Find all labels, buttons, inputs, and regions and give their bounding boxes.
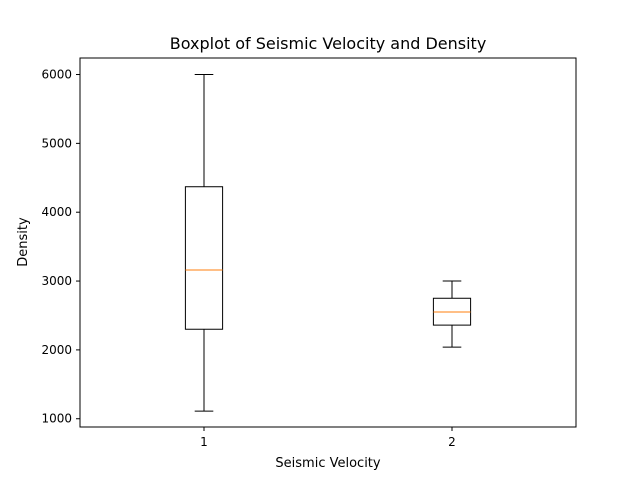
chart-title: Boxplot of Seismic Velocity and Density [170,34,487,53]
box-series [184,74,472,412]
iqr-box [184,186,224,330]
x-tick-label: 2 [448,435,456,449]
y-axis-label: Density [16,217,31,267]
box-1 [184,74,224,412]
box-2 [432,280,472,348]
y-tick-label: 3000 [41,274,72,288]
x-tick-label: 1 [200,435,208,449]
y-tick-label: 5000 [41,136,72,150]
y-tick-label: 1000 [41,412,72,426]
x-axis-label: Seismic Velocity [275,456,380,471]
y-tick-label: 2000 [41,343,72,357]
plot-area-frame [79,57,577,428]
y-axis: 1000 2000 3000 4000 5000 6000 [41,68,80,426]
y-tick-label: 6000 [41,68,72,82]
y-tick-label: 4000 [41,205,72,219]
